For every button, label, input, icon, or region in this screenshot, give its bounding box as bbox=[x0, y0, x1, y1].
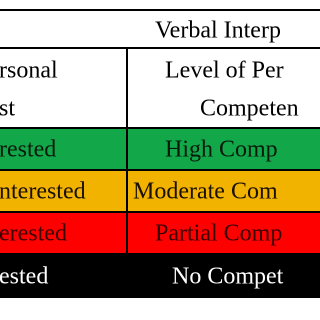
table-cell: erested bbox=[0, 221, 67, 247]
table-cell: ested bbox=[0, 264, 48, 290]
header-cell: rsonal bbox=[0, 58, 58, 84]
header-cell: st bbox=[0, 96, 15, 122]
row-partial bbox=[0, 212, 320, 254]
table-cell: Partial Comp bbox=[155, 221, 282, 247]
table-cell: rested bbox=[0, 137, 56, 163]
header-cell: Competen bbox=[200, 96, 299, 122]
table-title: Verbal Interp bbox=[155, 18, 281, 44]
table-cell: nterested bbox=[0, 179, 86, 205]
table-cell: No Compet bbox=[172, 264, 284, 290]
table-cell: Moderate Com bbox=[133, 179, 278, 205]
row-none bbox=[0, 254, 320, 298]
table-cell: High Comp bbox=[165, 137, 278, 163]
row-high bbox=[0, 128, 320, 170]
row-moderate bbox=[0, 170, 320, 212]
header-cell: Level of Per bbox=[165, 58, 284, 84]
